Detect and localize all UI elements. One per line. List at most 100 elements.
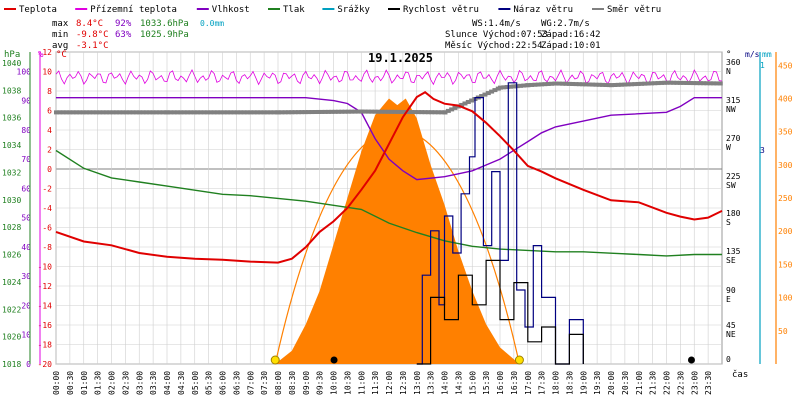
humidity-tick: 0 (26, 360, 31, 369)
wind-direction-dot (305, 110, 311, 115)
wind-direction-dot (251, 110, 257, 115)
moonrise-icon (687, 356, 695, 364)
wind-direction-dot (168, 110, 174, 115)
legend-item: Přízemní teplota (90, 5, 177, 15)
wind-dir-tick: 225 (726, 172, 741, 181)
unit-pct: % (38, 50, 44, 60)
wind-direction-dot (521, 83, 527, 88)
pressure-tick: 1032 (2, 168, 21, 177)
temp-tick: 0 (47, 165, 52, 174)
wind-dir-tick: SW (726, 181, 736, 190)
wind-direction-dot (664, 80, 670, 85)
time-tick: 01:00 (80, 371, 89, 395)
wind-direction-dot (638, 81, 644, 86)
wind-direction-dot (452, 105, 458, 110)
wind-dir-tick: NE (726, 330, 736, 339)
wind-direction-dot (271, 110, 277, 115)
time-tick: 17:00 (524, 371, 533, 395)
wind-direction-dot (218, 110, 224, 115)
temp-tick: 8 (47, 87, 52, 96)
time-tick: 23:00 (690, 371, 699, 395)
humidity-tick: 50 (21, 214, 31, 223)
axes: -20-18-16-14-12-10-8-6-4-202468101200:00… (2, 48, 793, 395)
time-tick: 08:30 (288, 371, 297, 395)
wind-direction-dot (120, 110, 126, 115)
wind-direction-dot (345, 109, 351, 114)
unit-ms: m/s (745, 50, 760, 59)
stats-max-label: max (52, 19, 69, 29)
humidity-tick: 100 (17, 67, 32, 76)
sun-set: Západ:16:42 (541, 30, 601, 40)
wind-dir-tick: NW (726, 105, 736, 114)
wind-direction-dot (93, 110, 99, 115)
wind-direction-dot (573, 82, 579, 87)
wind-direction-dot (322, 109, 328, 114)
wind-direction-dot (97, 110, 103, 115)
time-tick: 05:30 (205, 371, 214, 395)
wind-direction-dot (429, 110, 435, 115)
pressure-tick: 1026 (2, 251, 21, 260)
wind-direction-dot (70, 110, 76, 115)
wind-direction-dot (405, 110, 411, 115)
wind-direction-dot (355, 109, 361, 114)
wind-direction-dot (525, 83, 531, 88)
wind-direction-dot (501, 85, 507, 90)
wind-direction-dot (184, 110, 190, 115)
wind-direction-dot (399, 109, 405, 114)
wind-direction-dot (462, 101, 468, 106)
wind-direction-dot (511, 84, 517, 89)
stats-avg-label: avg (52, 41, 68, 51)
wind-direction-dot (332, 109, 338, 114)
humidity-tick: 90 (21, 97, 31, 106)
wind-direction-dot (717, 81, 723, 86)
time-tick: 02:00 (108, 371, 117, 395)
wind-direction-dot (632, 82, 638, 87)
humidity-tick: 60 (21, 184, 31, 193)
solar-tick: 300 (778, 161, 793, 170)
humidity-line (56, 97, 722, 181)
time-tick: 08:00 (274, 371, 283, 395)
time-tick: 06:30 (232, 371, 241, 395)
wind-direction-dot (465, 99, 471, 104)
wind-direction-dot (498, 85, 503, 90)
solar-tick: 400 (778, 94, 793, 103)
unit-time: čas (732, 369, 748, 380)
wind-direction-dot (77, 110, 83, 115)
time-tick: 01:30 (94, 371, 103, 395)
wind-direction-dot (103, 110, 109, 115)
time-tick: 10:00 (330, 371, 339, 395)
wind-direction-dot (54, 110, 59, 115)
wind-direction-dot (372, 109, 378, 114)
pressure-tick: 1024 (2, 278, 21, 287)
wind-direction-dot (655, 81, 661, 86)
wind-direction-dot (566, 81, 572, 86)
wind-direction-dot (188, 110, 194, 115)
wind-direction-dot (329, 109, 335, 114)
time-tick: 09:30 (316, 371, 325, 395)
wind-direction-dot (110, 110, 116, 115)
wind-speed-tick: 1 (760, 61, 765, 70)
time-tick: 16:00 (496, 371, 505, 395)
wind-direction-dot (299, 110, 305, 115)
wind-direction-dot (711, 81, 717, 86)
wind-direction-dot (556, 81, 562, 86)
wind-direction-dot (160, 110, 166, 115)
wind-direction-dot (130, 110, 136, 115)
wind-direction-dot (231, 110, 237, 115)
temp-tick: -2 (42, 185, 52, 194)
temp-tick: -4 (42, 204, 52, 213)
pressure-tick: 1018 (2, 360, 21, 369)
legend-item: Tlak (283, 5, 305, 15)
wind-direction-dot (309, 110, 315, 115)
time-tick: 15:30 (482, 371, 491, 395)
wind-direction-dot (153, 110, 159, 115)
wind-dir-tick: 270 (726, 134, 741, 143)
wind-direction-dot (312, 110, 318, 115)
wind-direction-dot (612, 83, 618, 88)
time-tick: 13:30 (427, 371, 436, 395)
wind-direction-dot (181, 110, 187, 115)
wind-direction-dot (507, 84, 513, 89)
solar-tick: 450 (778, 61, 793, 70)
humidity-tick: 10 (21, 331, 31, 340)
wind-direction-dot (335, 109, 341, 114)
